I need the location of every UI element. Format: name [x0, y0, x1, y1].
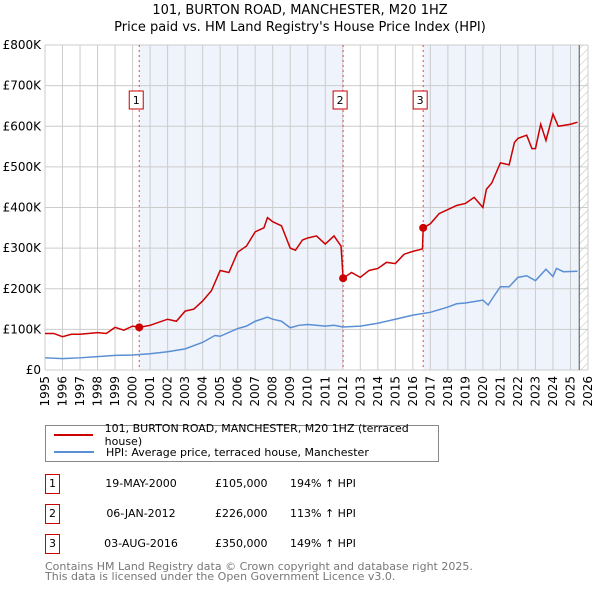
plot-area: £0 £100K £200K £300K £400K £500K £600K £700K £80… [3, 38, 595, 407]
y-tick-label: £600K [3, 119, 43, 133]
sale-number: 1 [45, 474, 60, 494]
sale-hpi-change: 194% ↑ HPI [290, 477, 356, 490]
x-tick-label: 2019 [458, 376, 472, 407]
x-tick-label: 2009 [283, 376, 297, 407]
sale-hpi-change: 113% ↑ HPI [290, 507, 356, 520]
sale-point [419, 223, 428, 232]
sale-row: 1 19-MAY-2000 £105,000 194% ↑ HPI [45, 474, 445, 494]
sale-row: 2 06-JAN-2012 £226,000 113% ↑ HPI [45, 504, 445, 524]
x-tick-label: 2013 [353, 376, 367, 407]
x-tick-label: 2012 [336, 376, 350, 407]
sale-price: £350,000 [215, 537, 268, 550]
x-tick-label: 1999 [108, 376, 122, 407]
x-tick-label: 2023 [528, 376, 542, 407]
legend-label: 101, BURTON ROAD, MANCHESTER, M20 1HZ (t… [104, 422, 409, 448]
price-paid-line [45, 111, 578, 338]
sale-date: 03-AUG-2016 [104, 537, 178, 550]
x-tick-label: 2001 [143, 376, 157, 407]
sale-row: 3 03-AUG-2016 £350,000 149% ↑ HPI [45, 534, 445, 554]
x-tick-label: 1997 [73, 376, 87, 407]
x-tick-label: 1998 [91, 376, 105, 407]
legend-swatch [54, 451, 94, 453]
x-tick-label: 2007 [248, 376, 262, 407]
sale-hpi-change: 149% ↑ HPI [290, 537, 356, 550]
x-tick-label: 2026 [581, 376, 595, 407]
x-tick-label: 2017 [423, 376, 437, 407]
sale-point [339, 274, 348, 283]
chart-subtitle: Price paid vs. HM Land Registry's House … [114, 20, 486, 35]
x-tick-label: 2006 [231, 376, 245, 407]
x-tick-label: 1995 [38, 376, 52, 407]
sale-number: 3 [45, 534, 60, 554]
x-tick-label: 2014 [371, 376, 385, 407]
x-tick-label: 2016 [406, 376, 420, 407]
sale-price: £226,000 [215, 507, 268, 520]
x-tick-label: 2018 [441, 376, 455, 407]
y-tick-label: £800K [3, 38, 43, 52]
y-tick-label: £0 [26, 363, 41, 377]
sale-label: 2 [337, 94, 344, 107]
x-tick-label: 1996 [56, 376, 70, 407]
y-tick-label: £700K [3, 79, 43, 93]
sale-number: 2 [45, 504, 60, 524]
legend-swatch [54, 434, 93, 436]
x-tick-label: 2002 [161, 376, 175, 407]
hpi-line [44, 267, 578, 360]
x-tick-label: 2024 [546, 376, 560, 407]
chart-title: 101, BURTON ROAD, MANCHESTER, M20 1HZ [152, 3, 448, 18]
sale-point [135, 323, 144, 332]
sale-label-box [332, 90, 348, 110]
x-tick-label: 2022 [511, 376, 525, 407]
x-tick-label: 2020 [476, 376, 490, 407]
x-tick-label: 2025 [563, 376, 577, 407]
sale-label: 3 [417, 94, 424, 107]
x-tick-label: 2004 [196, 376, 210, 407]
x-tick-label: 2021 [493, 376, 507, 407]
sale-date: 06-JAN-2012 [106, 507, 176, 520]
y-tick-label: £100K [3, 322, 43, 336]
sale-date: 19-MAY-2000 [105, 477, 177, 490]
x-tick-label: 2015 [388, 376, 402, 407]
x-tick-label: 2008 [266, 376, 280, 407]
legend-item-property: 101, BURTON ROAD, MANCHESTER, M20 1HZ (t… [54, 422, 438, 448]
legend: 101, BURTON ROAD, MANCHESTER, M20 1HZ (t… [45, 422, 439, 462]
y-tick-label: £300K [3, 241, 43, 255]
legend-label: HPI: Average price, terraced house, Manc… [106, 445, 369, 459]
footer-line-1: Contains HM Land Registry data © Crown c… [45, 560, 473, 573]
sale-label: 1 [133, 94, 140, 107]
x-tick-label: 2011 [318, 376, 332, 407]
y-tick-label: £200K [3, 282, 43, 296]
x-tick-label: 2005 [213, 376, 227, 407]
legend-item-hpi: HPI: Average price, terraced house, Manc… [54, 444, 369, 460]
footer-line-2: This data is licensed under the Open Gov… [45, 570, 396, 583]
sale-label-box [128, 90, 144, 110]
sale-price: £105,000 [215, 477, 268, 490]
x-tick-label: 2010 [301, 376, 315, 407]
y-tick-label: £400K [3, 201, 43, 215]
sale-label-box [412, 90, 428, 110]
y-tick-label: £500K [3, 160, 43, 174]
x-tick-label: 2003 [178, 376, 192, 407]
x-tick-label: 2000 [126, 376, 140, 407]
